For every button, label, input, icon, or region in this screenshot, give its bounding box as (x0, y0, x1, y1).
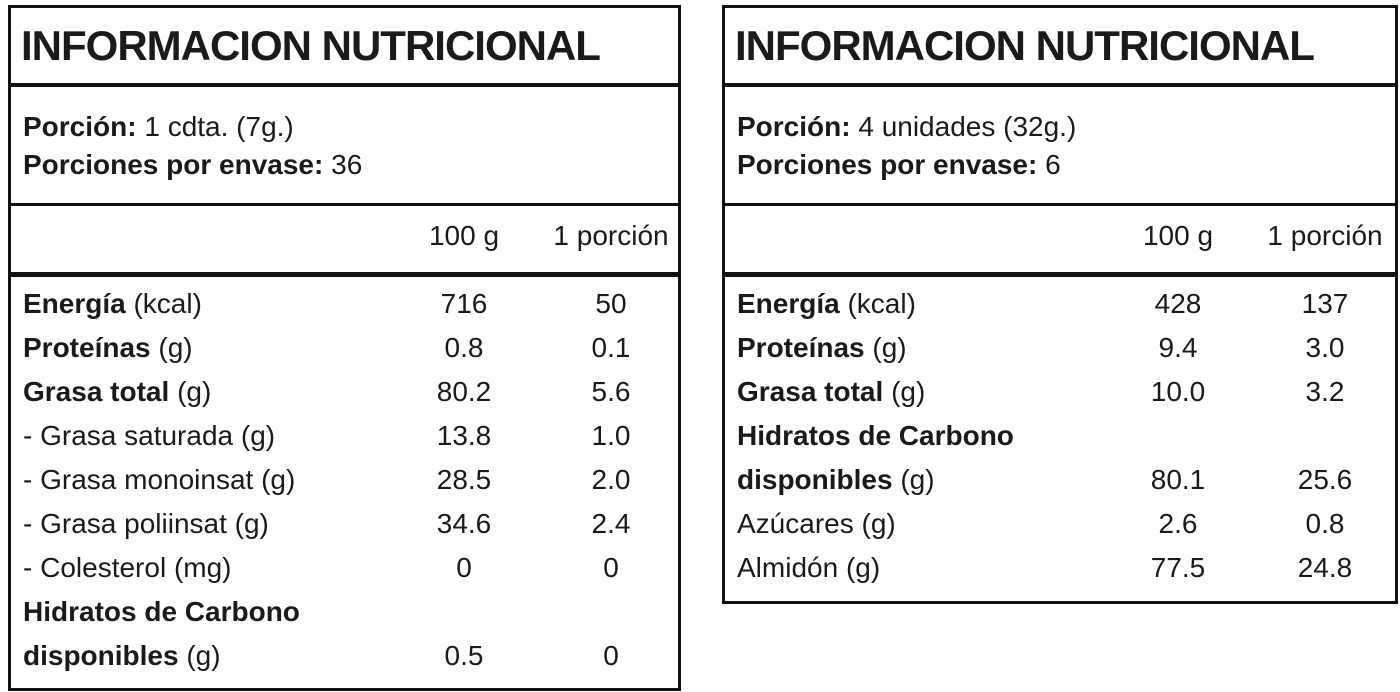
row-value: 5.6 (591, 376, 631, 407)
row-value: 2.0 (591, 464, 631, 495)
row-unit: (g) (900, 464, 935, 495)
row-value: 0 (603, 640, 619, 671)
row-unit: (g) (872, 332, 907, 363)
servings-label: Porciones por envase: (737, 149, 1038, 180)
serving-value: 4 unidades (32g.) (858, 111, 1077, 142)
row-label: Energía (kcal) (737, 288, 916, 320)
column-label: 1 porción (553, 220, 669, 251)
row-label: - Grasa monoinsat (g) (23, 464, 295, 496)
column-label: 100 g (1142, 220, 1214, 251)
nutrition-panel: INFORMACION NUTRICIONAL Porción: 1 cdta. … (8, 5, 681, 691)
row-value: 0.1 (591, 332, 631, 363)
row-value: 50 (595, 288, 627, 319)
row-label: - Grasa saturada (g) (23, 420, 275, 452)
row-unit: (g) (891, 376, 926, 407)
row-label: disponibles (g) (737, 464, 935, 496)
row-label: Grasa total (g) (737, 376, 925, 408)
row-label-bold: Hidratos de Carbono (737, 420, 1014, 451)
serving-value: 1 cdta. (7g.) (144, 111, 294, 142)
row-value: 9.4 (1158, 332, 1198, 363)
column-label: 100 g (428, 220, 500, 251)
row-value: 0 (456, 552, 472, 583)
servings-value: 36 (331, 149, 363, 180)
row-label: Almidón (g) (737, 552, 880, 584)
serving-line: Porción: 1 cdta. (7g.) (23, 108, 362, 146)
row-label-text: - Grasa monoinsat (g) (23, 464, 296, 495)
row-unit: (kcal) (847, 288, 916, 319)
row-value: 1.0 (591, 420, 631, 451)
row-label: Energía (kcal) (23, 288, 202, 320)
row-label: disponibles (g) (23, 640, 221, 672)
row-label: Hidratos de Carbono (23, 596, 300, 628)
row-label: Azúcares (g) (737, 508, 896, 540)
row-label-bold: Grasa total (737, 376, 884, 407)
panel-title: INFORMACION NUTRICIONAL (725, 8, 1395, 87)
row-value: 34.6 (436, 508, 492, 539)
row-value: 10.0 (1150, 376, 1206, 407)
servings-line: Porciones por envase: 36 (23, 146, 362, 184)
row-value: 28.5 (436, 464, 492, 495)
row-unit: (g) (158, 332, 193, 363)
row-label-bold: disponibles (23, 640, 179, 671)
row-label: Grasa total (g) (23, 376, 211, 408)
servings-value: 6 (1045, 149, 1061, 180)
row-label-bold: Proteínas (737, 332, 865, 363)
row-label-bold: Grasa total (23, 376, 170, 407)
row-unit: (kcal) (133, 288, 202, 319)
row-value: 80.1 (1150, 464, 1206, 495)
row-value: 25.6 (1297, 464, 1353, 495)
row-label: Hidratos de Carbono (737, 420, 1014, 452)
column-header: 100 g 1 porción (11, 203, 678, 277)
row-label-text: - Grasa poliinsat (g) (23, 508, 269, 539)
row-value: 13.8 (436, 420, 492, 451)
row-label-text: Almidón (g) (737, 552, 881, 583)
servings-line: Porciones por envase: 6 (737, 146, 1076, 184)
serving-label: Porción: (737, 111, 851, 142)
row-label-bold: Hidratos de Carbono (23, 596, 300, 627)
serving-info: Porción: 4 unidades (32g.) Porciones por … (737, 108, 1076, 184)
row-value: 0.8 (1305, 508, 1345, 539)
row-label-bold: disponibles (737, 464, 893, 495)
row-value: 0 (603, 552, 619, 583)
row-label-text: - Colesterol (mg) (23, 552, 232, 583)
row-value: 3.0 (1305, 332, 1345, 363)
row-value: 428 (1154, 288, 1202, 319)
row-label: - Colesterol (mg) (23, 552, 231, 584)
row-value: 3.2 (1305, 376, 1345, 407)
serving-label: Porción: (23, 111, 137, 142)
row-value: 0.8 (444, 332, 484, 363)
row-unit: (g) (186, 640, 221, 671)
row-label-text: Azúcares (g) (737, 508, 896, 539)
panel-title: INFORMACION NUTRICIONAL (11, 8, 678, 87)
row-value: 2.4 (591, 508, 631, 539)
nutrition-panel: INFORMACION NUTRICIONAL Porción: 4 unidad… (722, 5, 1398, 604)
row-label-bold: Proteínas (23, 332, 151, 363)
row-label: Proteínas (g) (23, 332, 193, 364)
column-label: 1 porción (1267, 220, 1383, 251)
column-header: 100 g 1 porción (725, 203, 1395, 277)
row-value: 24.8 (1297, 552, 1353, 583)
row-label-bold: Energía (737, 288, 840, 319)
row-value: 137 (1301, 288, 1349, 319)
servings-label: Porciones por envase: (23, 149, 324, 180)
row-label: - Grasa poliinsat (g) (23, 508, 269, 540)
row-value: 0.5 (444, 640, 484, 671)
row-label: Proteínas (g) (737, 332, 907, 364)
serving-info: Porción: 1 cdta. (7g.) Porciones por enva… (23, 108, 362, 184)
serving-line: Porción: 4 unidades (32g.) (737, 108, 1076, 146)
row-unit: (g) (177, 376, 212, 407)
row-value: 80.2 (436, 376, 492, 407)
row-value: 2.6 (1158, 508, 1198, 539)
row-value: 716 (440, 288, 488, 319)
row-label-text: - Grasa saturada (g) (23, 420, 276, 451)
row-label-bold: Energía (23, 288, 126, 319)
row-value: 77.5 (1150, 552, 1206, 583)
